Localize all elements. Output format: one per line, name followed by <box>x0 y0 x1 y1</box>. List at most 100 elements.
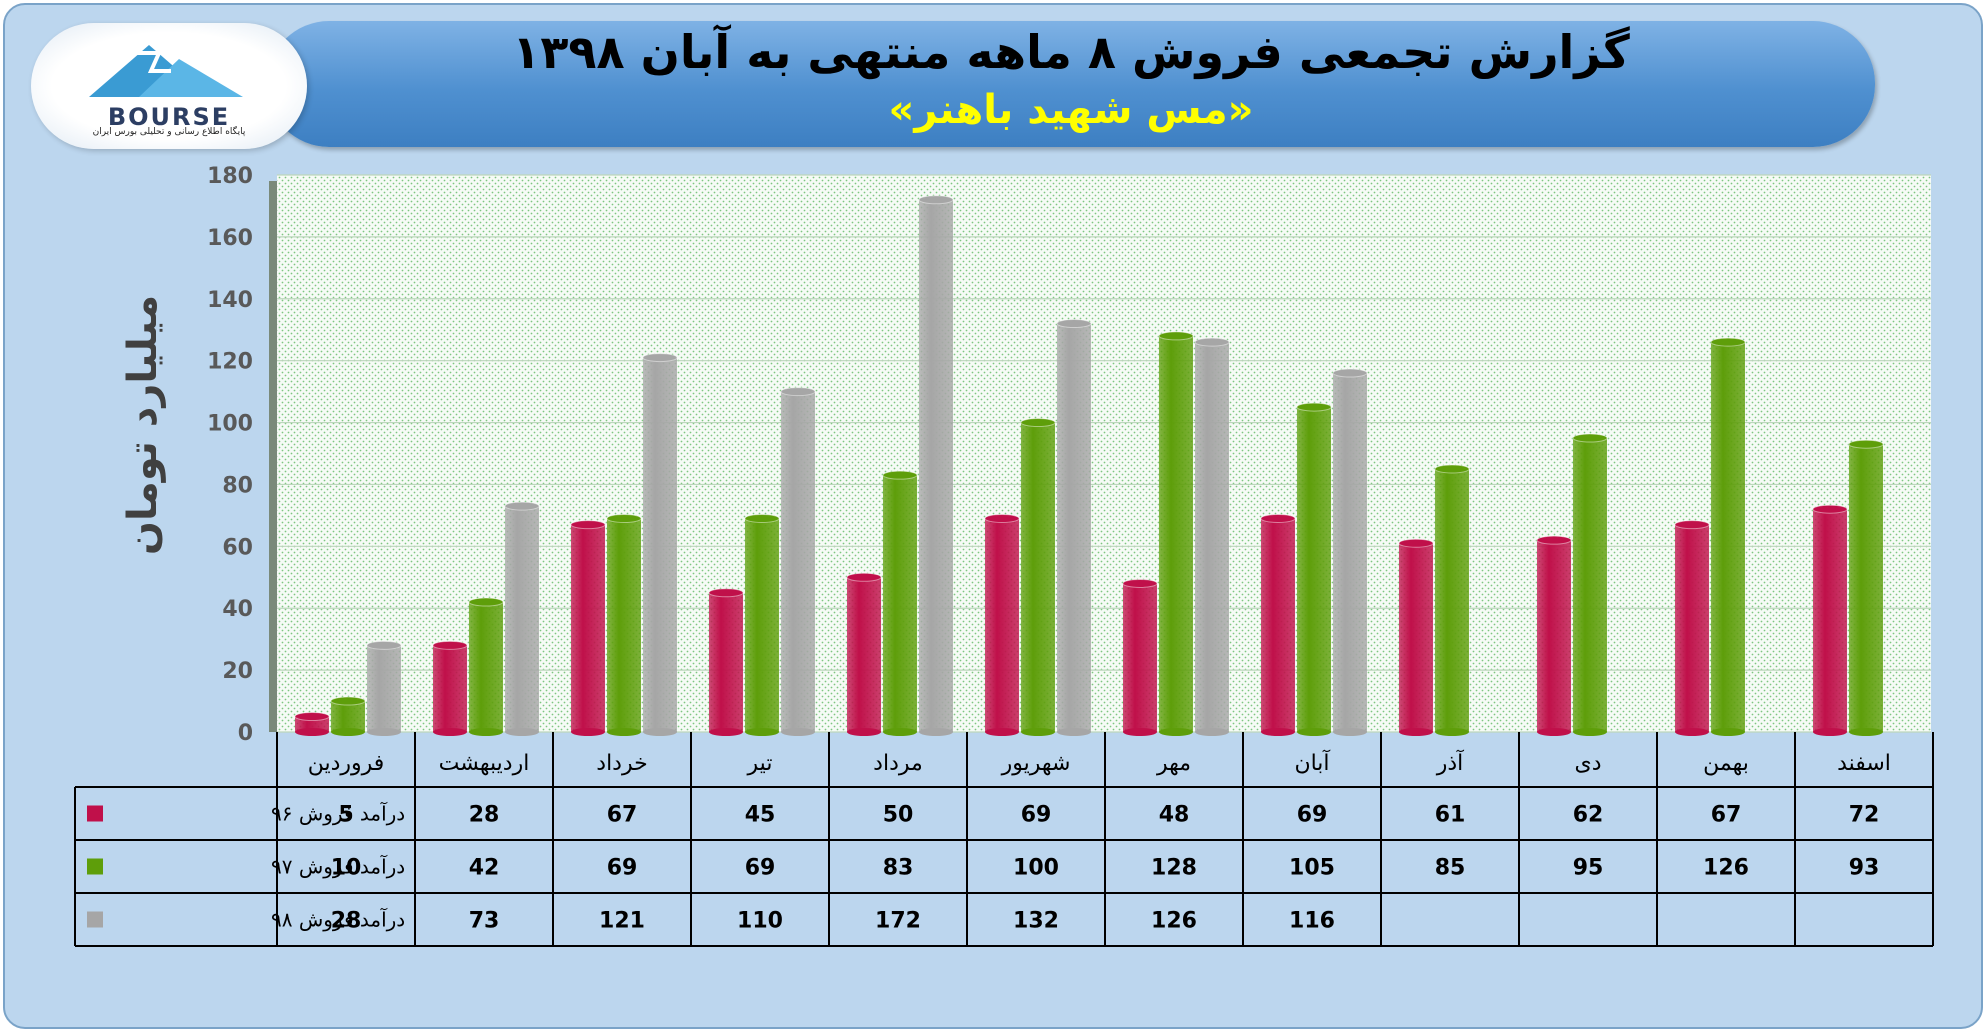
bar <box>918 195 954 736</box>
bar <box>1158 331 1194 736</box>
table-value: 5 <box>338 803 353 828</box>
bar <box>1296 402 1332 736</box>
table-value: 42 <box>469 856 500 881</box>
y-tick-label: 0 <box>238 721 253 746</box>
bar <box>744 513 780 736</box>
table-value: 67 <box>1711 803 1742 828</box>
x-category-label: دی <box>1574 751 1601 776</box>
plot-area <box>277 175 1931 732</box>
bar <box>294 712 330 736</box>
y-tick-label: 20 <box>222 659 253 684</box>
legend-key <box>87 805 103 822</box>
logo-text: BOURSE <box>107 103 231 131</box>
bourse-logo: BOURSE پایگاه اطلاع رسانی و تحلیلی بورس … <box>31 23 307 149</box>
table-value: 48 <box>1159 803 1190 828</box>
bar <box>1812 504 1848 736</box>
y-tick-label: 180 <box>207 164 253 189</box>
table-value: 126 <box>1151 909 1197 934</box>
bar <box>468 597 504 736</box>
table-value: 128 <box>1151 856 1197 881</box>
bar <box>1020 418 1056 736</box>
bar-chart: 0 20 40 60 80 100 120 140 160 180 فروردین اردیبهشت… <box>74 164 1934 947</box>
bar <box>780 387 816 736</box>
x-category-label: مرداد <box>873 751 923 776</box>
table-value: 69 <box>745 856 776 881</box>
legend-label: درآمد فروش ۹۸ <box>271 907 405 932</box>
bar <box>504 501 540 736</box>
table-value: 93 <box>1849 856 1880 881</box>
table-value: 62 <box>1573 803 1604 828</box>
x-category-label: فروردین <box>308 751 385 776</box>
bar <box>1260 513 1296 736</box>
table-value: 172 <box>875 909 921 934</box>
legend-label: درآمد فروش ۹۶ <box>271 801 405 826</box>
bar <box>984 513 1020 736</box>
x-category-label: بهمن <box>1703 751 1749 776</box>
table-value: 69 <box>1297 803 1328 828</box>
bar <box>1056 319 1092 736</box>
table-value: 132 <box>1013 909 1059 934</box>
bar <box>1674 520 1710 736</box>
table-value: 110 <box>737 909 783 934</box>
logo-mountain-icon <box>89 45 243 97</box>
table-value: 105 <box>1289 856 1335 881</box>
bar <box>1572 433 1608 736</box>
table-value: 10 <box>331 856 362 881</box>
legend-key <box>87 911 103 928</box>
bar <box>708 588 744 736</box>
legend-label: درآمد فروش ۹۷ <box>271 854 405 879</box>
bar <box>570 520 606 736</box>
table-value: 100 <box>1013 856 1059 881</box>
bar <box>1332 368 1368 736</box>
table-value: 83 <box>883 856 914 881</box>
x-category-label: آبان <box>1294 749 1330 776</box>
y-tick-label: 160 <box>207 226 253 251</box>
bar <box>1398 538 1434 736</box>
y-tick-label: 120 <box>207 350 253 375</box>
y-tick-label: 40 <box>222 597 253 622</box>
table-value: 72 <box>1849 803 1880 828</box>
chart-frame: گزارش تجمعی فروش ۸ ماهه منتهی به آبان ۱۳… <box>3 3 1983 1029</box>
table-value: 121 <box>599 909 645 934</box>
logo-subtitle: پایگاه اطلاع رسانی و تحلیلی بورس ایران <box>92 127 246 137</box>
bar <box>366 640 402 736</box>
y-tick-label: 60 <box>222 535 253 560</box>
table-value: 85 <box>1435 856 1466 881</box>
bar <box>1848 439 1884 736</box>
bar <box>642 353 678 736</box>
chart-title: گزارش تجمعی فروش ۸ ماهه منتهی به آبان ۱۳… <box>512 25 1630 79</box>
title-banner <box>267 21 1875 147</box>
table-value: 69 <box>1021 803 1052 828</box>
table-value: 50 <box>883 803 914 828</box>
table-value: 95 <box>1573 856 1604 881</box>
x-category-label: مهر <box>1156 751 1191 776</box>
legend-key <box>87 858 103 875</box>
table-value: 61 <box>1435 803 1466 828</box>
x-category-label: اسفند <box>1837 751 1891 776</box>
y-tick-label: 80 <box>222 473 253 498</box>
table-value: 73 <box>469 909 500 934</box>
chart-subtitle: «مس شهید باهنر» <box>888 87 1254 133</box>
bar <box>1194 337 1230 736</box>
table-value: 126 <box>1703 856 1749 881</box>
bar <box>1122 578 1158 736</box>
bar <box>606 513 642 736</box>
x-category-label: تیر <box>747 751 773 776</box>
bar <box>330 696 366 736</box>
table-value: 45 <box>745 803 776 828</box>
bar <box>1434 464 1470 736</box>
table-value: 67 <box>607 803 638 828</box>
x-category-label: شهریور <box>1001 751 1071 776</box>
x-category-label: آذر <box>1436 749 1464 776</box>
bar <box>432 640 468 736</box>
x-category-label: اردیبهشت <box>439 751 530 776</box>
table-value: 69 <box>607 856 638 881</box>
bar <box>1536 535 1572 736</box>
table-value: 28 <box>331 909 362 934</box>
x-category-label: خرداد <box>596 751 647 776</box>
table-value: 28 <box>469 803 500 828</box>
y-tick-label: 140 <box>207 288 253 313</box>
table-value: 116 <box>1289 909 1335 934</box>
plot-side-wall <box>269 181 277 732</box>
bar <box>882 470 918 736</box>
